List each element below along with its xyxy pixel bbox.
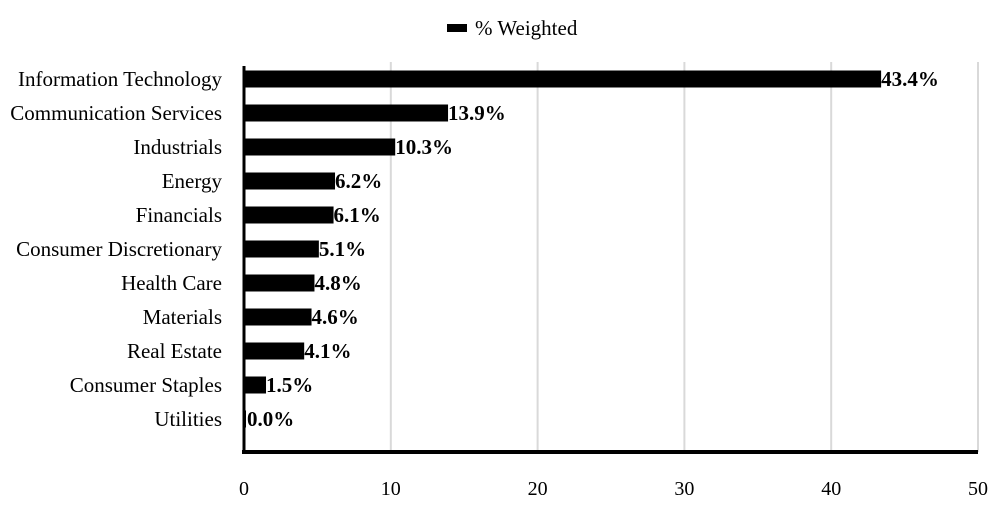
category-label-3: Energy <box>162 169 223 193</box>
bar-7 <box>244 308 312 326</box>
bar-4 <box>244 206 334 224</box>
category-label-1: Communication Services <box>10 101 222 125</box>
category-label-7: Materials <box>143 305 222 329</box>
x-tick-label-1: 10 <box>381 478 401 500</box>
category-labels: Information Technology Communication Serv… <box>10 67 222 431</box>
legend: % Weighted <box>447 16 578 40</box>
data-label-0: 43.4% <box>881 67 939 91</box>
data-label-3: 6.2% <box>335 169 382 193</box>
x-tick-label-4: 40 <box>821 478 841 500</box>
bar-5 <box>244 240 319 258</box>
bar-6 <box>244 274 315 292</box>
category-label-0: Information Technology <box>18 67 223 91</box>
category-label-6: Health Care <box>121 271 222 295</box>
bars <box>244 70 882 428</box>
legend-label: % Weighted <box>475 16 578 40</box>
category-label-5: Consumer Discretionary <box>16 237 222 261</box>
bar-9 <box>244 376 267 394</box>
gridlines <box>389 62 979 452</box>
data-label-10: 0.0% <box>247 407 294 431</box>
category-label-8: Real Estate <box>127 339 222 363</box>
data-label-9: 1.5% <box>266 373 313 397</box>
bar-1 <box>244 104 449 122</box>
category-label-10: Utilities <box>154 407 222 431</box>
category-label-4: Financials <box>136 203 222 227</box>
x-tick-label-3: 30 <box>674 478 694 500</box>
bar-8 <box>244 342 305 360</box>
x-tick-label-0: 0 <box>239 478 249 500</box>
data-label-5: 5.1% <box>319 237 366 261</box>
bar-2 <box>244 138 396 156</box>
data-label-8: 4.1% <box>304 339 351 363</box>
bar-0 <box>244 70 882 88</box>
x-axis: 0 10 20 30 40 50 <box>239 66 988 500</box>
data-label-2: 10.3% <box>395 135 453 159</box>
category-label-2: Industrials <box>133 135 222 159</box>
x-tick-label-5: 50 <box>968 478 988 500</box>
legend-swatch <box>447 24 467 32</box>
data-labels: 43.4% 13.9% 10.3% 6.2% 6.1% 5.1% 4.8% 4.6% 4.1% 1… <box>247 67 939 431</box>
data-label-4: 6.1% <box>334 203 381 227</box>
category-label-9: Consumer Staples <box>70 373 222 397</box>
data-label-6: 4.8% <box>314 271 361 295</box>
data-label-7: 4.6% <box>312 305 359 329</box>
bar-3 <box>244 172 336 190</box>
x-tick-label-2: 20 <box>528 478 548 500</box>
data-label-1: 13.9% <box>448 101 506 125</box>
